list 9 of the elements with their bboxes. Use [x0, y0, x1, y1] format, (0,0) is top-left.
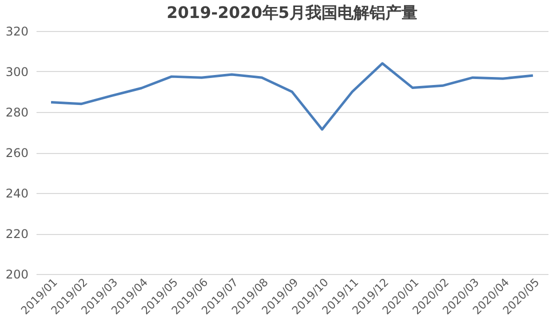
- y-tick-label: 300: [6, 65, 28, 79]
- y-tick-label: 280: [6, 106, 28, 120]
- y-tick-label: 220: [6, 227, 28, 241]
- y-tick-label: 240: [6, 186, 28, 200]
- chart-title: 2019-2020年5月我国电解铝产量: [166, 3, 418, 22]
- y-tick-label: 200: [6, 268, 28, 282]
- y-tick-label: 260: [6, 146, 28, 160]
- line-series: [50, 62, 534, 131]
- y-tick-label: 320: [6, 24, 28, 38]
